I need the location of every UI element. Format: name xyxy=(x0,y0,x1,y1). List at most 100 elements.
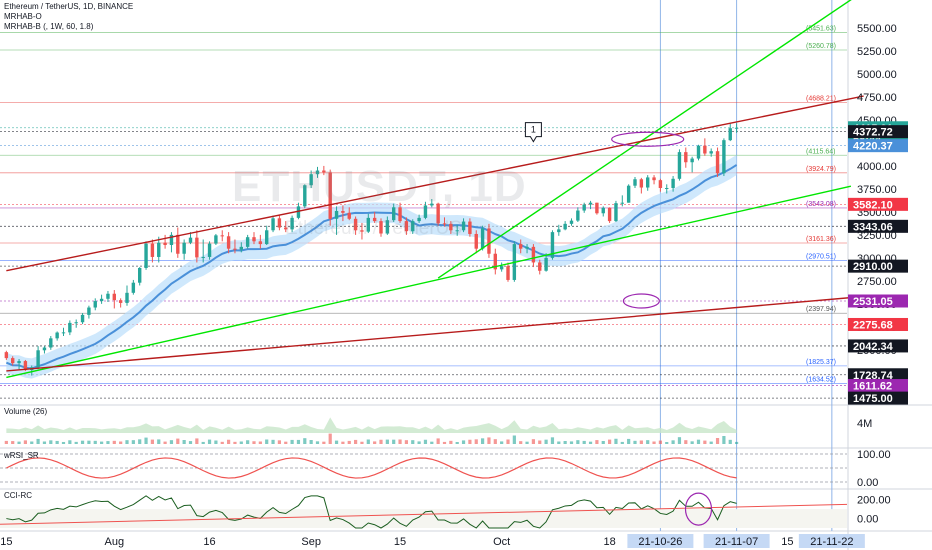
time-tag-box xyxy=(627,534,694,548)
volume-bar xyxy=(658,440,662,444)
volume-bar xyxy=(620,441,624,444)
candle-body xyxy=(55,332,59,339)
volume-bar xyxy=(652,441,656,444)
level-label: (5260.78) xyxy=(806,43,836,50)
candle-body xyxy=(125,292,129,303)
price-axis[interactable]: 5500.005250.005000.004750.004500.004250.… xyxy=(848,23,908,405)
candle-body xyxy=(353,218,358,231)
candle-body xyxy=(163,242,167,245)
candle-body xyxy=(239,246,243,250)
volume-bar xyxy=(17,441,21,444)
volume-bar xyxy=(4,440,8,444)
candle-body xyxy=(207,243,212,257)
volume-bar xyxy=(500,441,504,444)
level-label: (3161.36) xyxy=(806,236,836,243)
indicator-title-1[interactable]: MRHAB-O xyxy=(4,12,42,21)
candle-body xyxy=(480,228,485,249)
time-tick-label: 15 xyxy=(781,536,793,548)
volume-bar xyxy=(665,442,669,444)
volume-bar xyxy=(11,441,15,444)
level-label: (2397.94) xyxy=(806,306,836,313)
volume-bar xyxy=(315,441,320,444)
volume-bar xyxy=(322,441,326,444)
symbol-title[interactable]: Ethereum / TetherUS, 1D, BINANCE xyxy=(4,2,134,11)
volume-bar xyxy=(557,441,561,444)
candle-body xyxy=(195,237,199,258)
highlight-ellipse xyxy=(611,131,685,147)
volume-bar xyxy=(684,440,688,444)
volume-bar xyxy=(246,440,250,444)
candle-body xyxy=(576,210,580,221)
candle-body xyxy=(550,232,555,258)
volume-bar xyxy=(74,441,78,444)
candle-body xyxy=(538,262,542,271)
price-tag-label: 2042.34 xyxy=(853,341,894,353)
volume-area xyxy=(6,417,737,433)
volume-pane: 4M xyxy=(4,417,872,444)
volume-bar xyxy=(709,441,713,444)
candle-body xyxy=(157,242,161,257)
volume-bar xyxy=(449,440,453,444)
candle-body xyxy=(734,127,739,129)
candle-body xyxy=(309,174,313,186)
volume-bar xyxy=(398,439,402,444)
candle-body xyxy=(214,235,218,244)
candle-body xyxy=(360,230,364,232)
price-tag-label: 3582.10 xyxy=(853,199,893,211)
volume-bar xyxy=(461,440,466,444)
candle-body xyxy=(461,221,466,231)
price-tag-box xyxy=(848,125,908,139)
volume-bar xyxy=(169,440,174,444)
candle-body xyxy=(61,332,66,334)
trend-line xyxy=(6,185,852,379)
volume-bar xyxy=(715,438,720,444)
wrsi-pane-title[interactable]: wRSI_SR xyxy=(4,451,39,460)
candle-body xyxy=(23,361,28,371)
indicator-title-2[interactable]: MRHAB-B (, 1W, 60, 1.8) xyxy=(4,22,94,31)
candle-body xyxy=(601,207,605,214)
candle-body xyxy=(138,267,142,283)
price-pane[interactable]: (5451.63) (5260.78) (4688.21) (4115.64) (392… xyxy=(0,0,864,399)
volume-bar xyxy=(576,440,580,444)
volume-bar xyxy=(233,441,237,444)
candle-body xyxy=(74,322,78,324)
candle-body xyxy=(449,223,453,231)
time-axis[interactable]: 15 Aug 16 Sep 15 Oct 18 21-10-26 21-11-07 15 21-11… xyxy=(0,534,865,548)
volume-bar xyxy=(442,441,447,444)
trend-line xyxy=(437,0,852,279)
candle-body xyxy=(290,217,294,230)
volume-bar xyxy=(588,441,593,444)
candle-body xyxy=(677,152,682,179)
volume-bar xyxy=(239,441,243,444)
candle-body xyxy=(607,207,612,222)
volume-bar xyxy=(290,439,294,444)
price-tick-label: 3750.00 xyxy=(857,184,897,196)
price-tick-label: 5000.00 xyxy=(857,69,897,81)
volume-bar xyxy=(214,440,218,444)
volume-bar xyxy=(207,439,212,444)
candle-body xyxy=(366,217,370,232)
candle-body xyxy=(646,177,650,188)
cci-pane-title[interactable]: CCI-RC xyxy=(4,491,32,500)
candle-body xyxy=(226,236,231,249)
volume-bar xyxy=(417,441,421,444)
candle-body xyxy=(4,352,9,359)
candle-body xyxy=(296,206,301,218)
price-tag-label: 4220.37 xyxy=(853,141,893,153)
price-tag-box xyxy=(848,197,908,211)
price-tick-label: 3250.00 xyxy=(857,230,897,242)
candle-body xyxy=(87,307,91,315)
candle-body xyxy=(709,151,713,154)
volume-bar xyxy=(703,440,707,444)
volume-pane-title[interactable]: Volume (26) xyxy=(4,407,48,416)
volume-bar xyxy=(639,440,643,444)
volume-bar xyxy=(423,439,428,444)
annotation-callout xyxy=(524,122,542,143)
time-tick-label: Sep xyxy=(301,536,321,548)
time-tick-label: Oct xyxy=(493,536,510,548)
price-tag-box xyxy=(848,339,908,353)
level-label: (3924.79) xyxy=(806,166,836,173)
candle-body xyxy=(372,217,377,222)
candle-body xyxy=(252,237,256,242)
